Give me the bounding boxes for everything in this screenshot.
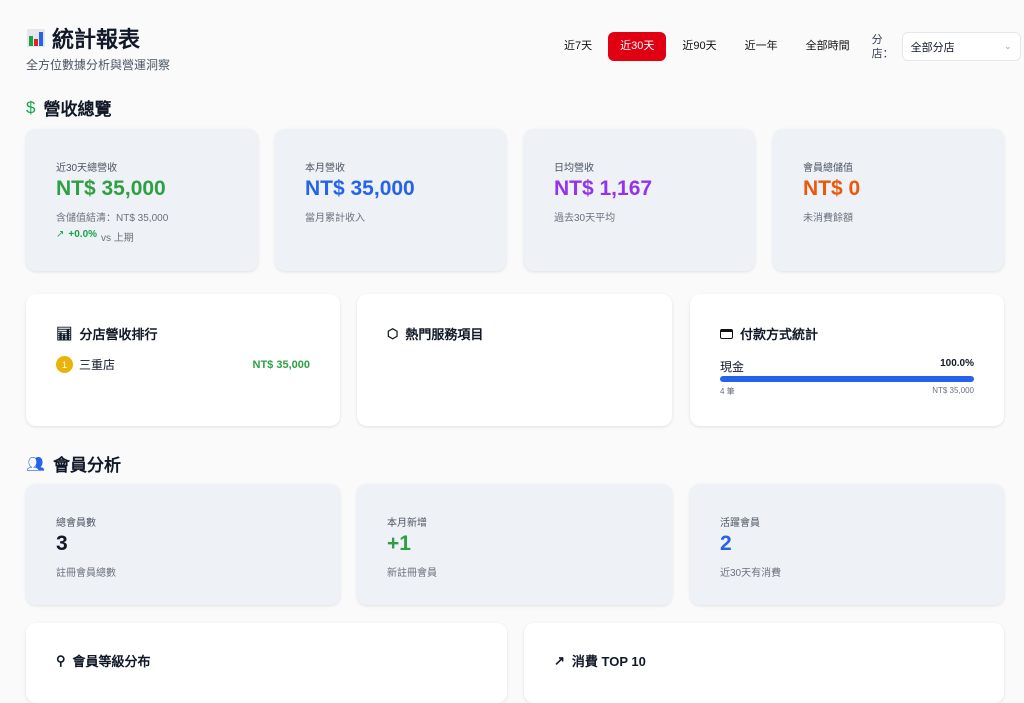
stat-value: NT$ 1,167: [554, 177, 653, 200]
stat-label: 總會員數: [56, 518, 96, 529]
stat-card-active-members: 活躍會員 2 近30天有消費: [690, 484, 1004, 605]
tab-all-time[interactable]: 全部時間: [805, 40, 850, 52]
stat-label: 活躍會員: [720, 518, 760, 529]
stat-card-30day-revenue: 近30天總營收 NT$ 35,000 含儲值結清：NT$ 35,000 ↗ +0.…: [26, 129, 258, 271]
payment-detail: 4 筆 NT$ 35,000: [720, 386, 974, 397]
stat-label: 日均營收: [554, 163, 594, 174]
top10-card: ↗ 消費 TOP 10: [524, 623, 1004, 703]
page-subtitle: 全方位數據分析與營運洞察: [26, 58, 171, 72]
card-title-text: 會員等級分布: [72, 654, 151, 669]
trend-value: +0.0%: [68, 229, 98, 240]
card-title: 📊︎ 分店營收排行: [56, 324, 158, 343]
stat-value: 3: [56, 532, 68, 555]
award-icon: ⚲: [56, 652, 66, 668]
section-title-text: 營收總覽: [43, 100, 112, 119]
tab-1-year[interactable]: 近一年: [744, 40, 778, 52]
page-title: 統計報表: [26, 22, 140, 54]
ranking-row: 1 三重店 NT$ 35,000: [56, 356, 310, 373]
trend: ↗ +0.0% vs 上期: [56, 229, 134, 244]
stat-note: 當月累計收入: [305, 213, 365, 224]
payment-methods-card: 付款方式統計 現金 100.0% 4 筆 NT$ 35,000: [690, 294, 1004, 426]
members-section-title: 👥︎ 會員分析: [26, 451, 121, 476]
branch-name: 三重店: [79, 358, 116, 372]
branch-ranking-card: 📊︎ 分店營收排行 1 三重店 NT$ 35,000: [26, 294, 340, 426]
card-title-text: 分店營收排行: [79, 327, 158, 342]
trend-up-icon: ↗: [56, 229, 65, 240]
bar-chart-icon: [27, 29, 45, 47]
stat-label: 近30天總營收: [56, 163, 118, 174]
card-title-text: 消費 TOP 10: [571, 654, 646, 669]
dollar-icon: $: [26, 97, 36, 117]
payment-percent: 100.0%: [940, 358, 974, 369]
payment-progress-fill: [720, 376, 974, 382]
revenue-section-title: $ 營收總覽: [26, 95, 111, 120]
bar-chart-icon: 📊︎: [56, 325, 73, 341]
chevron-down-icon: ⌄: [1004, 41, 1012, 51]
title-text: 統計報表: [52, 27, 141, 52]
stat-note: 未消費餘額: [803, 213, 853, 224]
users-icon: 👥︎: [26, 455, 46, 473]
date-range-tabs: 近7天 近30天 近90天 近一年 全部時間 分店： 全部分店 ⌄: [552, 32, 1021, 61]
branch-revenue: NT$ 35,000: [252, 358, 310, 371]
branch-value: 全部分店: [910, 41, 955, 54]
stat-note: 含儲值結清：NT$ 35,000: [56, 213, 169, 224]
stat-card-month-revenue: 本月營收 NT$ 35,000 當月累計收入: [275, 129, 506, 271]
credit-card-icon: [720, 328, 733, 339]
stat-label: 會員總儲值: [803, 163, 853, 174]
popular-services-card: ⬡ 熱門服務項目: [357, 294, 672, 426]
card-title: ⬡ 熱門服務項目: [387, 324, 483, 343]
trend-suffix: vs 上期: [101, 233, 134, 244]
rank-badge: 1: [56, 356, 73, 373]
stat-note: 近30天有消費: [720, 568, 782, 579]
stat-value: NT$ 35,000: [56, 177, 166, 200]
stat-card-total-members: 總會員數 3 註冊會員總數: [26, 484, 340, 605]
tab-7-days[interactable]: 近7天: [564, 40, 593, 52]
section-title-text: 會員分析: [53, 456, 122, 475]
package-icon: ⬡: [387, 325, 399, 341]
stat-value: +1: [387, 532, 411, 555]
stat-value: NT$ 35,000: [305, 177, 415, 200]
payment-row: 現金 100.0%: [720, 358, 974, 375]
card-title: ↗ 消費 TOP 10: [554, 651, 646, 670]
card-title-text: 熱門服務項目: [405, 327, 484, 342]
branch-label: 分店：: [871, 33, 894, 60]
card-title: ⚲ 會員等級分布: [56, 651, 151, 670]
stat-card-new-members: 本月新增 +1 新註冊會員: [357, 484, 672, 605]
stat-value: NT$ 0: [803, 177, 861, 200]
payment-count: 4 筆: [720, 387, 735, 396]
stat-card-daily-avg: 日均營收 NT$ 1,167 過去30天平均: [524, 129, 755, 271]
stat-note: 新註冊會員: [387, 568, 437, 579]
tab-90-days[interactable]: 近90天: [682, 40, 717, 52]
stat-card-stored-value: 會員總儲值 NT$ 0 未消費餘額: [773, 129, 1004, 271]
tab-30-days[interactable]: 近30天: [608, 32, 667, 61]
stat-note: 註冊會員總數: [56, 568, 116, 579]
member-level-card: ⚲ 會員等級分布: [26, 623, 507, 703]
stat-label: 本月新增: [387, 518, 427, 529]
card-title: 付款方式統計: [720, 324, 818, 343]
stat-value: 2: [720, 532, 732, 555]
stat-label: 本月營收: [305, 163, 345, 174]
card-title-text: 付款方式統計: [740, 327, 819, 342]
branch-select[interactable]: 全部分店 ⌄: [901, 32, 1021, 61]
payment-progress: [720, 376, 974, 382]
stat-note: 過去30天平均: [554, 213, 616, 224]
trending-up-icon: ↗: [554, 652, 565, 668]
payment-method: 現金: [720, 360, 745, 374]
payment-amount: NT$ 35,000: [932, 386, 974, 395]
